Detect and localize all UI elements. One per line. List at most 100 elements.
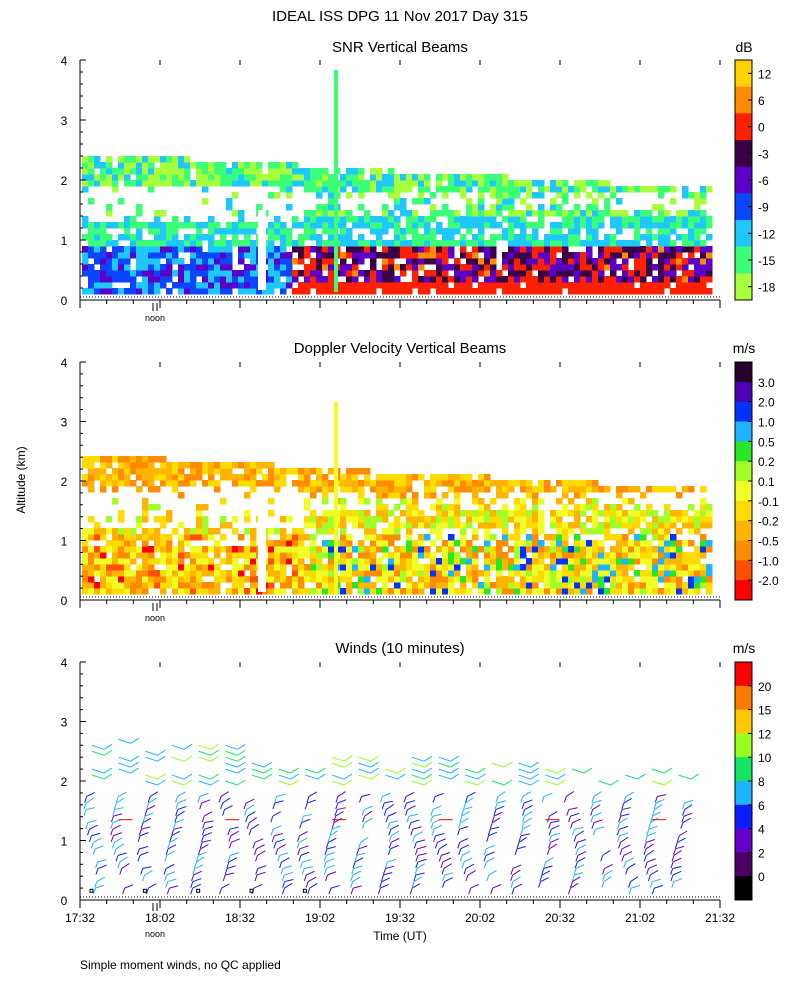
wind-barb	[435, 832, 445, 837]
y-tick-label: 3	[61, 114, 68, 128]
heatmap-cell	[430, 192, 437, 199]
heatmap-cell	[340, 558, 347, 565]
heatmap-cell	[274, 222, 281, 229]
colorbar-label: -9	[758, 201, 769, 215]
heatmap-cell	[184, 234, 191, 241]
wind-barb-shaft	[568, 887, 571, 895]
heatmap-cell	[568, 258, 575, 265]
heatmap-cell	[406, 174, 413, 181]
wind-barb-shaft	[137, 855, 141, 862]
heatmap-cell	[286, 276, 293, 283]
heatmap-cell	[700, 552, 707, 559]
heatmap-cell	[640, 276, 647, 283]
heatmap-cell	[628, 282, 635, 289]
heatmap-cell	[478, 204, 485, 211]
heatmap-cell	[610, 570, 617, 577]
wind-barb	[317, 767, 326, 774]
wind-barb-shaft	[110, 829, 114, 836]
heatmap-cell	[430, 258, 437, 265]
heatmap-cell	[100, 528, 107, 535]
heatmap-cell	[418, 174, 425, 181]
heatmap-cell	[394, 222, 401, 229]
heatmap-cell	[334, 570, 338, 576]
heatmap-cell	[634, 186, 641, 193]
heatmap-cell	[292, 582, 299, 589]
heatmap-cell	[406, 558, 413, 565]
heatmap-cell	[478, 546, 485, 553]
wind-barb	[263, 761, 273, 768]
heatmap-cell	[526, 546, 533, 553]
wind-barb-shaft	[245, 815, 249, 823]
heatmap-cell	[682, 186, 689, 193]
heatmap-cell	[580, 264, 587, 271]
heatmap-cell	[118, 168, 125, 175]
heatmap-cell	[514, 246, 521, 253]
heatmap-cell	[274, 216, 281, 223]
heatmap-cell	[490, 276, 497, 283]
heatmap-cell	[94, 546, 101, 553]
heatmap-cell	[430, 528, 437, 535]
wind-barb-shaft	[350, 874, 354, 882]
heatmap-cell	[604, 210, 611, 217]
heatmap-cell	[172, 558, 179, 565]
heatmap-cell	[514, 480, 521, 487]
heatmap-cell	[604, 276, 611, 283]
heatmap-cell	[250, 558, 257, 565]
heatmap-cell	[250, 552, 257, 559]
heatmap-cell	[124, 480, 131, 487]
heatmap-cell	[376, 282, 383, 289]
heatmap-cell	[142, 546, 149, 553]
heatmap-cell	[310, 576, 317, 583]
heatmap-cell	[556, 576, 563, 583]
wind-barb	[557, 773, 566, 780]
heatmap-cell	[640, 210, 647, 217]
heatmap-cell	[592, 216, 599, 223]
heatmap-cell	[478, 258, 485, 265]
heatmap-cell	[412, 276, 419, 283]
wind-barb	[354, 857, 364, 863]
heatmap-cell	[604, 516, 611, 523]
heatmap-cell	[562, 522, 569, 529]
wind-barb	[390, 844, 399, 850]
heatmap-cell	[142, 276, 149, 283]
heatmap-cell	[442, 540, 449, 547]
heatmap-cell	[676, 492, 683, 499]
heatmap-cell	[514, 564, 521, 571]
heatmap-cell	[556, 516, 563, 523]
heatmap-cell	[112, 552, 119, 559]
heatmap-cell	[574, 234, 581, 241]
heatmap-cell	[496, 282, 503, 289]
heatmap-cell	[664, 588, 671, 595]
heatmap-cell	[382, 180, 389, 187]
heatmap-cell	[166, 264, 173, 271]
heatmap-cell	[88, 558, 95, 565]
wind-barb-shaft	[520, 796, 524, 803]
heatmap-cell	[334, 196, 338, 202]
heatmap-cell	[562, 576, 569, 583]
heatmap-cell	[250, 534, 257, 541]
heatmap-cell	[664, 258, 671, 265]
wind-barb-shaft	[172, 822, 176, 829]
heatmap-cell	[394, 228, 401, 235]
wind-barb	[647, 858, 656, 863]
heatmap-cell	[82, 564, 89, 571]
heatmap-cell	[82, 222, 89, 229]
heatmap-cell	[322, 186, 329, 193]
heatmap-cell	[310, 516, 317, 523]
heatmap-cell	[250, 174, 257, 181]
heatmap-cell	[328, 540, 335, 547]
heatmap-cell	[94, 474, 101, 481]
wind-barb	[654, 885, 664, 889]
heatmap-cell	[118, 552, 125, 559]
heatmap-cell	[328, 564, 335, 571]
heatmap-cell	[502, 504, 509, 511]
heatmap-cell	[484, 534, 491, 541]
heatmap-cell	[250, 468, 257, 475]
heatmap-cell	[358, 270, 365, 277]
heatmap-cell	[190, 240, 197, 247]
colorbar-label: 0	[758, 870, 765, 884]
wind-barb	[250, 823, 259, 830]
heatmap-cell	[94, 468, 101, 475]
wind-barb	[463, 806, 473, 811]
wind-barb	[237, 767, 246, 774]
